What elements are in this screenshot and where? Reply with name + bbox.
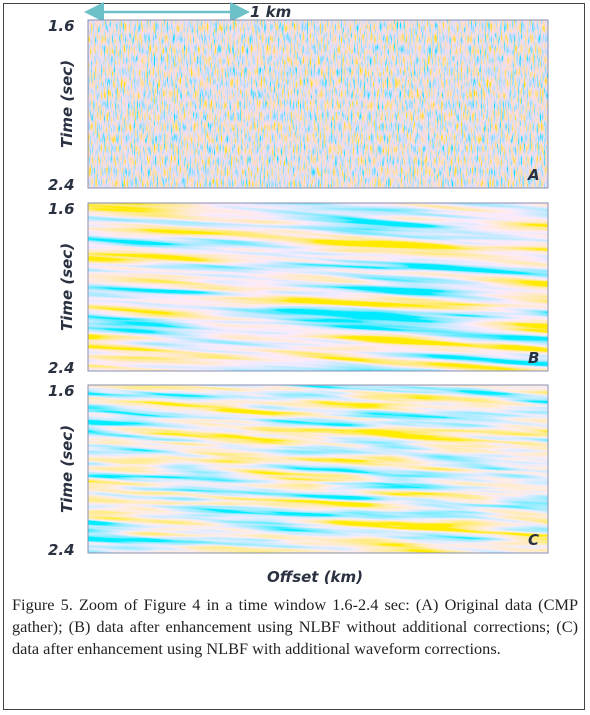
y-axis-label: Time (sec) [58,425,76,513]
panel-border [87,384,549,554]
y-top-label: 1.6 [48,17,75,35]
panel-letter: C [528,531,539,549]
panel-border [87,202,549,372]
seismic-image [88,203,548,371]
y-bottom-label: 2.4 [48,541,75,559]
seismic-panel [88,203,548,371]
seismic-panel [88,20,548,188]
seismic-panel [88,385,548,553]
panel-letter: B [528,349,539,367]
y-bottom-label: 2.4 [48,176,75,194]
panel-letter: A [527,166,540,184]
figure: 1 km Offset (km) 1.6 2.4 Time (sec) A 1.6 2.4… [48,2,549,586]
figure-frame [3,3,585,710]
seismic-image [88,20,548,188]
y-axis-label: Time (sec) [58,60,76,148]
y-top-label: 1.6 [48,200,75,218]
y-top-label: 1.6 [48,382,75,400]
y-bottom-label: 2.4 [48,359,75,377]
y-axis-label: Time (sec) [58,243,76,331]
seismic-image [88,385,548,553]
scale-bar-label: 1 km [250,3,291,21]
panel-border [87,19,549,189]
x-axis-label: Offset (km) [267,568,363,586]
caption: Figure 5. Zoom of Figure 4 in a time win… [12,595,578,658]
